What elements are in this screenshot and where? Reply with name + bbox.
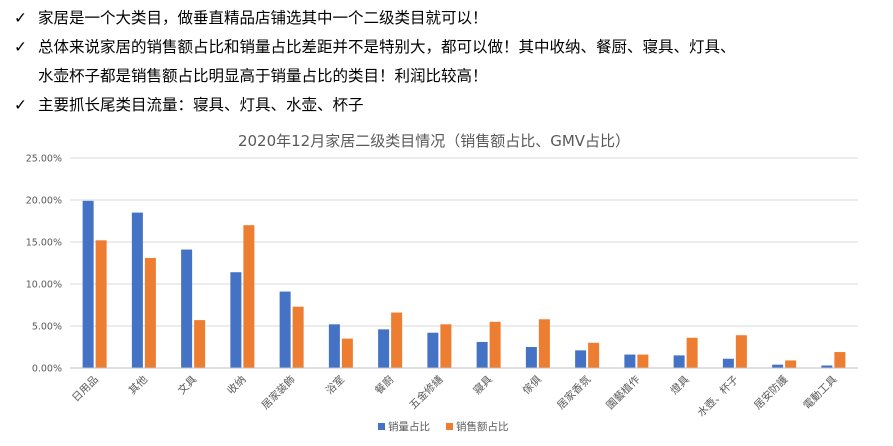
y-tick-label: 10.00% xyxy=(26,280,62,291)
legend: 销量占比 销售额占比 xyxy=(378,420,509,433)
y-axis: 0.00% 5.00% 10.00% 15.00% 20.00% 25.00% xyxy=(26,154,62,375)
bullet-text: 总体来说家居的销售额占比和销量占比差距并不是特别大，都可以做！其中收纳、餐厨、寝… xyxy=(38,38,736,56)
y-tick-label: 25.00% xyxy=(26,154,62,165)
legend-swatch xyxy=(378,423,385,430)
bullet-text: 家居是一个大类目，做垂直精品店铺选其中一个二级类目就可以！ xyxy=(38,9,488,27)
bar-sales-amount xyxy=(341,338,353,368)
bar-sales-volume xyxy=(181,249,193,368)
bar-sales-amount xyxy=(735,335,747,368)
bar-sales-volume xyxy=(378,329,390,368)
bar-sales-amount xyxy=(686,337,698,368)
bar-sales-volume xyxy=(131,212,143,368)
bar-sales-volume xyxy=(82,200,94,368)
chart-title: 2020年12月家居二级类目情况（销售额占比、GMV占比） xyxy=(238,132,630,150)
bar-sales-volume xyxy=(673,355,685,368)
y-tick-label: 20.00% xyxy=(26,196,62,207)
bar-sales-amount xyxy=(785,360,797,368)
x-axis: 日用品 其他 文具 收纳 居家装飾 浴室 餐廚 五金修繕 寢具 傢俱 居家香氛 園藝植作 燈具 水壺、杯子… xyxy=(70,367,858,419)
bar-sales-volume xyxy=(772,364,784,368)
legend-label: 销售额占比 xyxy=(456,420,509,433)
x-tick-label: 居家香氛 xyxy=(554,373,593,412)
y-tick-label: 15.00% xyxy=(26,238,62,249)
bar-sales-volume xyxy=(525,347,537,368)
x-tick-label: 餐廚 xyxy=(372,373,396,397)
bar-sales-amount xyxy=(588,342,600,368)
x-tick-label: 傢俱 xyxy=(520,373,544,397)
bar-sales-volume xyxy=(722,358,734,368)
bar-chart: 2020年12月家居二级类目情况（销售额占比、GMV占比） 0.00% 5.00%… xyxy=(26,132,858,433)
x-tick-label: 水壺、杯子 xyxy=(695,373,741,419)
x-tick-label: 五金修繕 xyxy=(407,373,446,412)
bar-sales-amount xyxy=(489,321,501,368)
bullet-text: 主要抓长尾类目流量：寝具、灯具、水壶、杯子 xyxy=(38,96,364,114)
legend-label: 销量占比 xyxy=(388,420,430,433)
bar-sales-volume xyxy=(476,341,488,368)
bar-sales-amount xyxy=(834,352,846,368)
bar-sales-volume xyxy=(821,365,833,368)
x-tick-label: 其他 xyxy=(126,373,150,397)
bar-sales-volume xyxy=(427,332,439,368)
bar-sales-amount xyxy=(243,225,255,368)
bullet-text: 水壶杯子都是销售额占比明显高于销量占比的类目！利润比较高！ xyxy=(38,67,488,85)
bullet-list: ✓ 家居是一个大类目，做垂直精品店铺选其中一个二级类目就可以！ ✓ 总体来说家居… xyxy=(14,4,884,120)
check-icon: ✓ xyxy=(14,38,27,56)
bar-sales-amount xyxy=(144,257,156,368)
bar-sales-amount xyxy=(538,319,550,368)
bullet-item: ✓ 家居是一个大类目，做垂直精品店铺选其中一个二级类目就可以！ xyxy=(14,4,884,33)
bullet-item: ✓ 主要抓长尾类目流量：寝具、灯具、水壶、杯子 xyxy=(14,91,884,120)
bars xyxy=(82,200,846,368)
x-tick-label: 浴室 xyxy=(323,373,347,397)
legend-swatch xyxy=(446,423,453,430)
x-tick-label: 收纳 xyxy=(224,373,248,397)
bar-sales-volume xyxy=(624,354,636,368)
bar-sales-amount xyxy=(95,240,107,368)
x-tick-label: 寢具 xyxy=(471,373,495,397)
bar-sales-amount xyxy=(292,306,304,368)
x-tick-label: 文具 xyxy=(175,373,199,397)
x-tick-label: 居安防護 xyxy=(751,373,790,412)
check-icon: ✓ xyxy=(14,9,27,27)
y-tick-label: 0.00% xyxy=(32,364,62,375)
x-tick-label: 電動工具 xyxy=(801,373,840,412)
bar-sales-volume xyxy=(575,350,587,368)
y-tick-label: 5.00% xyxy=(32,322,62,333)
bar-sales-volume xyxy=(328,324,340,368)
bar-sales-volume xyxy=(279,291,291,368)
bar-sales-amount xyxy=(440,324,452,368)
x-tick-label: 居家装飾 xyxy=(259,373,298,412)
bullet-item: ✓ 总体来说家居的销售额占比和销量占比差距并不是特别大，都可以做！其中收纳、餐厨… xyxy=(14,33,884,91)
bar-sales-amount xyxy=(637,354,649,368)
bar-sales-volume xyxy=(230,272,242,368)
x-tick-label: 園藝植作 xyxy=(604,373,643,412)
x-tick-label: 燈具 xyxy=(668,373,692,397)
bar-sales-amount xyxy=(391,312,403,368)
bar-sales-amount xyxy=(194,320,206,368)
check-icon: ✓ xyxy=(14,96,27,114)
x-tick-label: 日用品 xyxy=(70,374,101,405)
